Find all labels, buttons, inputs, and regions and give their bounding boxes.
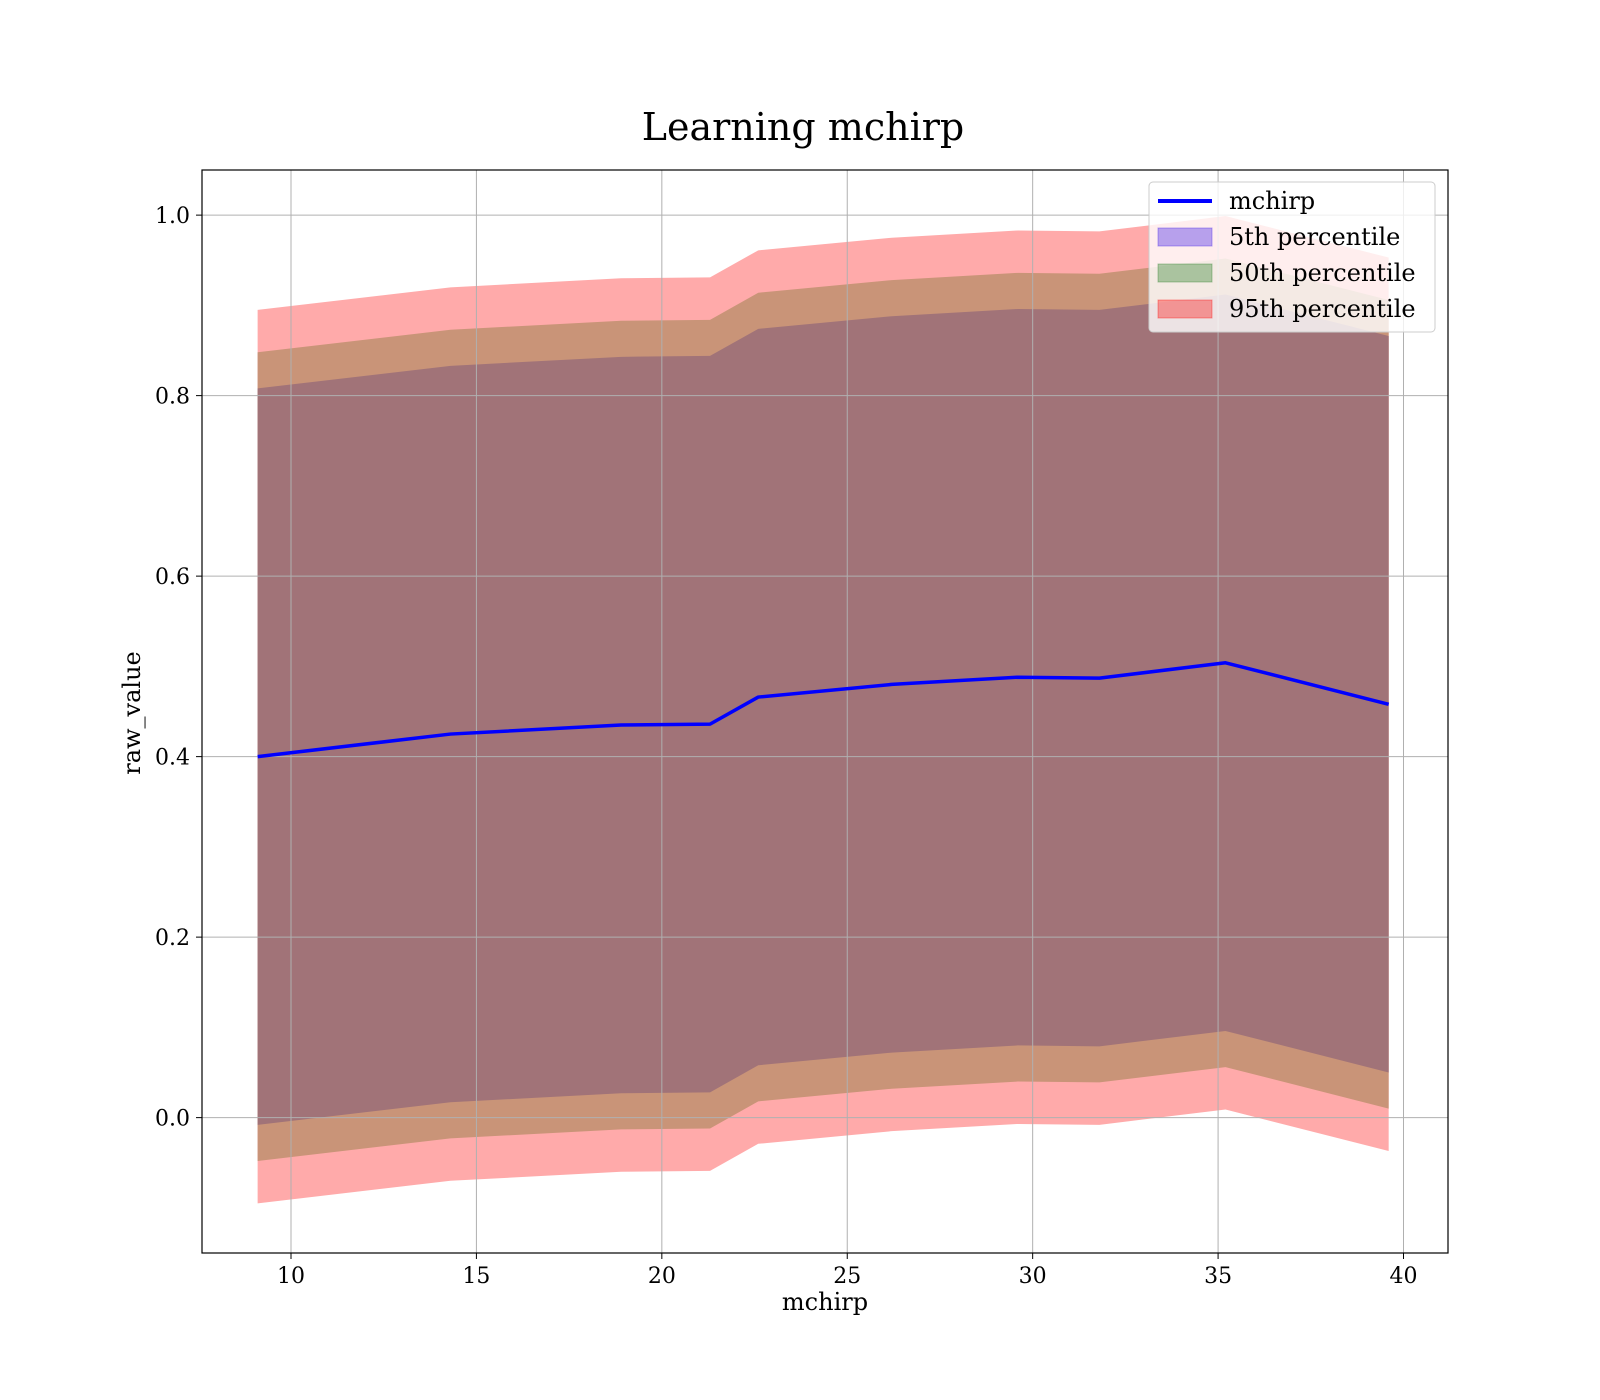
legend-label-50th-percentile: 50th percentile [1229,259,1416,287]
y-tick-label-1: 1.0 [155,204,190,229]
y-axis-ticks: 0.0 0.2 0.4 0.6 0.8 1.0 [155,204,202,1132]
mean-line-layer [257,661,1390,759]
x-tick-label-30: 30 [1019,1264,1047,1289]
x-axis-ticks: 10 15 20 25 30 35 40 [277,1253,1418,1289]
legend-swatch-50th-percentile [1157,263,1213,283]
x-tick-label-40: 40 [1390,1264,1418,1289]
legend: mchirp 5th percentile 50th percentile 95… [1148,181,1436,333]
chart-title: Learning mchirp [642,105,964,149]
y-tick-label-0.2: 0.2 [155,926,190,951]
y-tick-label-0: 0.0 [155,1107,190,1132]
legend-label-95th-percentile: 95th percentile [1229,295,1416,323]
x-tick-label-35: 35 [1204,1264,1232,1289]
series-line-mchirp [257,661,1390,759]
plot-frame [201,169,1449,1254]
x-tick-label-15: 15 [462,1264,490,1289]
legend-box [1148,181,1436,333]
x-tick-label-25: 25 [833,1264,861,1289]
percentile-bands [257,216,1389,1204]
y-tick-label-0.4: 0.4 [155,746,190,771]
legend-label-mchirp: mchirp [1229,187,1315,215]
x-tick-label-10: 10 [277,1264,305,1289]
legend-swatch-95th-percentile [1157,299,1213,319]
y-axis-label: raw_value [118,651,146,775]
x-tick-label-20: 20 [648,1264,676,1289]
legend-label-5th-percentile: 5th percentile [1229,223,1400,251]
y-tick-label-0.6: 0.6 [155,565,190,590]
x-axis-label: mchirp [782,1288,868,1316]
legend-swatch-5th-percentile [1157,227,1213,247]
y-tick-label-0.8: 0.8 [155,385,190,410]
grid [202,170,1448,1253]
band-5th-percentile [257,294,1389,1125]
